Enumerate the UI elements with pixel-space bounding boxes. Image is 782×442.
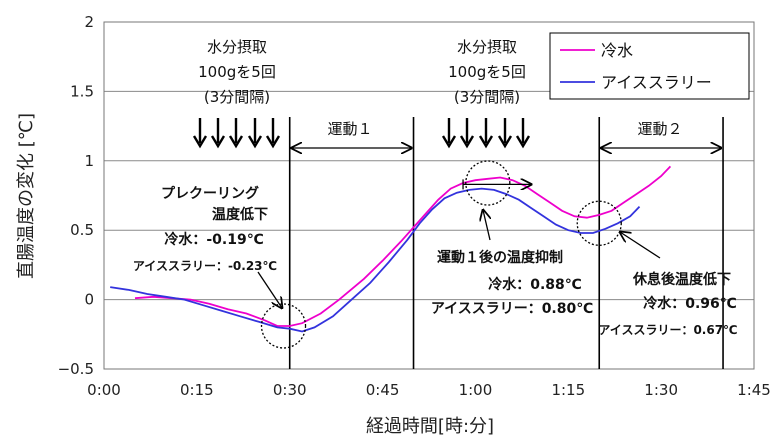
y-tick-label: −0.5	[58, 360, 94, 378]
precool-subtitle: 温度低下	[212, 206, 268, 223]
exercise1-label: 運動１	[327, 120, 372, 138]
axes: −0.5 0 0.5 1 1.5 2 0:00 0:15 0:30 0:45 1:00 1:15 1:3…	[58, 13, 771, 399]
y-tick-label: 0.5	[70, 221, 94, 239]
x-tick-label: 0:15	[180, 381, 214, 399]
intake1-text: (3分間隔)	[204, 88, 270, 106]
precool-cold-water: 冷水：-0.19℃	[164, 231, 263, 248]
y-tick-label: 2	[84, 13, 94, 31]
y-axis-title: 直腸温度の変化 [℃]	[16, 113, 37, 279]
x-tick-label: 0:45	[366, 381, 400, 399]
x-tick-label: 0:00	[87, 381, 121, 399]
series-line-cold-water	[134, 165, 672, 327]
precool-leader	[257, 271, 282, 308]
intake2-text: 100gを5回	[448, 63, 526, 81]
rest-ice-slurry: アイススラリー：0.67℃	[598, 323, 737, 337]
post-exercise-leader	[483, 210, 490, 241]
exercise2-label: 運動２	[637, 120, 682, 138]
intake1-arrow-head	[228, 135, 244, 149]
plot-frame	[103, 21, 755, 370]
precool-ice-slurry: アイススラリー：-0.23℃	[133, 259, 277, 273]
intake1-text: 100gを5回	[198, 63, 276, 81]
x-axis-title: 経過時間[時:分]	[366, 416, 494, 437]
intake1-arrow-head	[247, 135, 263, 149]
intake2-arrow-head	[515, 135, 531, 149]
intake1-arrow-head	[265, 135, 281, 149]
x-tick-label: 1:45	[737, 381, 771, 399]
post-exercise-cold-water: 冷水：0.88℃	[488, 276, 582, 293]
rest-leader	[620, 232, 661, 259]
intake2-text: 水分摂取	[457, 38, 517, 56]
intake2-arrow-head	[459, 135, 475, 149]
intake2-arrow-head	[441, 135, 457, 149]
rest-title: 休息後温度低下	[632, 271, 731, 288]
intake1-arrow-head	[192, 135, 208, 149]
annotations: 運動１ 運動２ 水分摂取 100gを5回 (3分間隔) 水分摂取 100gを5回 (3分間隔)…	[133, 38, 738, 349]
series-lines	[110, 165, 672, 333]
precool-highlight-circle	[260, 303, 307, 349]
post-exercise-highlight-circle	[465, 160, 511, 206]
intake2-arrow-head	[497, 135, 513, 149]
x-tick-label: 0:30	[273, 381, 307, 399]
y-tick-label: 0	[84, 291, 94, 309]
legend-label: 冷水	[601, 41, 633, 60]
rest-cold-water: 冷水：0.96℃	[643, 295, 737, 312]
legend-box	[549, 32, 750, 100]
intake2-text: (3分間隔)	[454, 88, 520, 106]
rest-highlight-circle	[576, 200, 622, 246]
precool-title: プレクーリング	[161, 185, 259, 202]
intake1-arrow-head	[210, 135, 226, 149]
y-tick-label: 1.5	[70, 82, 94, 100]
intake2-arrow-head	[478, 135, 494, 149]
post-exercise-ice-slurry: アイススラリー：0.80℃	[431, 301, 593, 317]
y-tick-label: 1	[84, 152, 94, 170]
x-tick-label: 1:15	[551, 381, 585, 399]
x-tick-label: 1:30	[644, 381, 678, 399]
phase-markers	[192, 117, 724, 369]
legend-label: アイススラリー	[601, 73, 712, 92]
post-exercise-title: 運動１後の温度抑制	[437, 249, 563, 266]
series-line-ice-slurry	[110, 187, 641, 333]
x-tick-label: 1:00	[459, 381, 493, 399]
intake1-text: 水分摂取	[207, 38, 267, 56]
